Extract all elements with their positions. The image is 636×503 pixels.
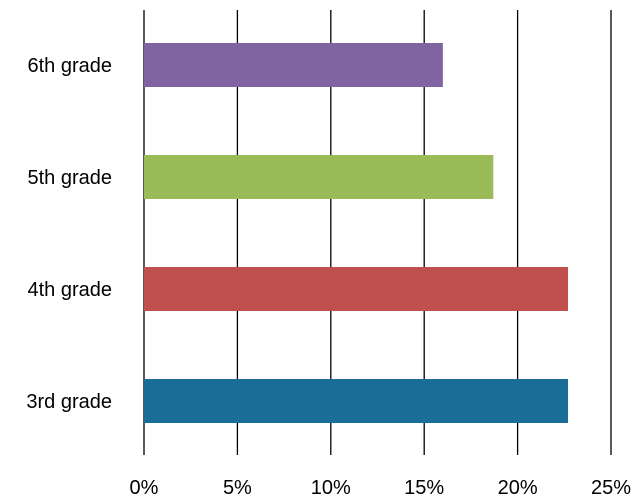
category-label: 5th grade [27, 167, 112, 189]
x-tick-labels: 0% 5% 10% 15% 20% 25% [130, 477, 632, 499]
bar-5th-grade [144, 155, 494, 199]
x-tick-label: 5% [223, 477, 252, 499]
category-label: 3rd grade [26, 391, 112, 413]
x-tick-label: 20% [498, 477, 538, 499]
category-label: 6th grade [27, 55, 112, 77]
bar-4th-grade [144, 267, 569, 311]
category-label: 4th grade [27, 279, 112, 301]
bar-3rd-grade [144, 379, 569, 423]
bar-6th-grade [144, 43, 443, 87]
x-tick-label: 0% [130, 477, 159, 499]
category-labels: 3rd grade 4th grade 5th grade 6th grade [26, 55, 112, 413]
x-tick-label: 10% [311, 477, 351, 499]
x-tick-label: 15% [404, 477, 444, 499]
bars [144, 43, 569, 423]
x-tick-label: 25% [591, 477, 631, 499]
